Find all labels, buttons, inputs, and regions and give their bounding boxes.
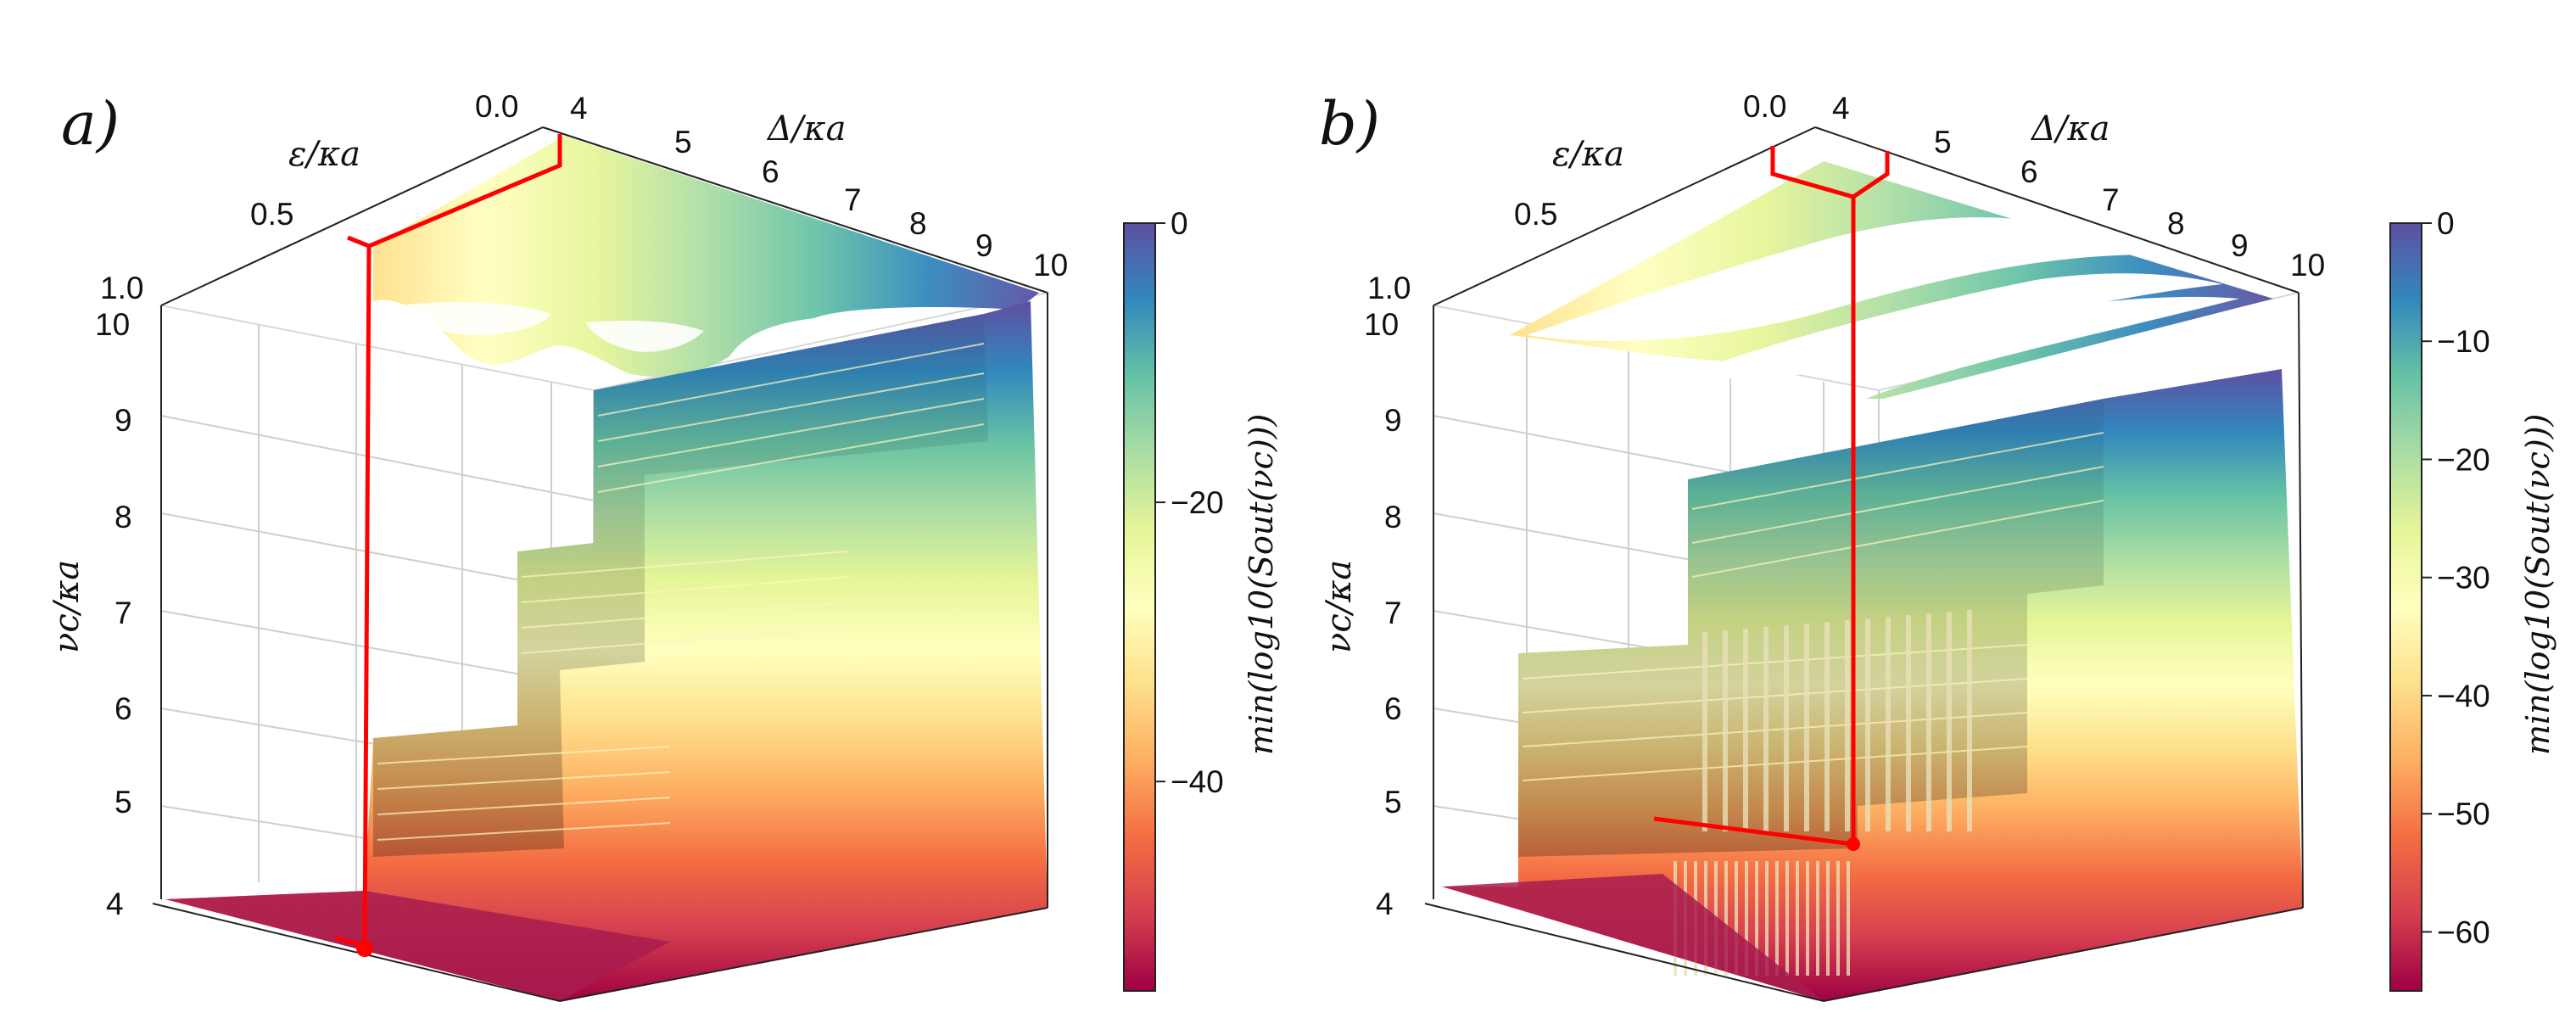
a-colorbar-ticks: 0 −20 −40 [1155,206,1224,799]
b-x-axis-label: ε/κa [1552,135,1624,174]
a-y-tick-2: 6 [762,154,780,189]
b-z-tick-0: 4 [1376,887,1394,921]
a-colorbar [1123,222,1156,992]
panel-b-top-map [1510,161,2273,399]
b-y-tick-4: 8 [2167,206,2185,241]
panel-a-step-lines [377,343,985,841]
panel-b-frame [1424,126,2304,1002]
a-y-tick-0: 4 [570,91,588,126]
panel-a-red-marker [356,940,373,957]
panel-a: a) [47,89,1280,1002]
colorbar-tick-label: −20 [1171,485,1224,520]
a-z-axis-label: νc/κa [47,560,87,653]
b-x-tick-0: 0.0 [1743,89,1786,124]
a-y-tick-5: 9 [975,228,993,263]
b-z-axis-label: νc/κa [1320,560,1359,653]
colorbar-tick-label: −50 [2437,797,2490,831]
b-colorbar-label: min(log10(Sout(νc))) [2519,414,2556,755]
colorbar-tick-label: −20 [2437,442,2490,477]
colorbar-tick-label: 0 [1171,206,1188,241]
a-colorbar-label: min(log10(Sout(νc))) [1243,414,1280,755]
a-y-tick-1: 5 [674,125,692,159]
b-y-tick-6: 10 [2290,248,2325,283]
b-z-tick-4: 8 [1384,500,1402,534]
b-y-tick-5: 9 [2231,228,2249,263]
a-x-axis-label: ε/κa [288,135,360,174]
b-colorbar [2389,222,2422,992]
a-y-tick-6: 10 [1033,248,1068,283]
colorbar-tick-label: 0 [2437,206,2455,241]
b-z-tick-1: 5 [1384,785,1402,820]
b-z-tick-5: 9 [1384,403,1402,438]
a-z-tick-0: 4 [106,887,124,921]
a-z-tick-2: 6 [115,691,132,726]
panel-b-label: b) [1319,89,1380,159]
b-z-tick-2: 6 [1384,691,1402,726]
panel-a-frame [152,126,1048,1002]
colorbar-tick-label: −30 [2437,561,2490,596]
a-x-tick-0: 0.0 [475,89,518,124]
colorbar-tick-label: −40 [1171,764,1224,799]
colorbar-tick-label: −10 [2437,324,2490,359]
a-z-tick-5: 9 [115,403,132,438]
b-z-tick-3: 7 [1384,596,1402,630]
colorbar-tick-label: −60 [2437,915,2490,949]
panel-a-label: a) [61,89,120,159]
a-y-axis-label: Δ/κa [766,109,846,148]
a-y-tick-4: 8 [909,206,927,241]
a-y-tick-3: 7 [844,182,862,217]
b-y-axis-label: Δ/κa [2030,109,2109,148]
a-z-tick-3: 7 [115,596,132,630]
b-x-tick-1: 0.5 [1514,197,1557,232]
b-y-tick-3: 7 [2102,182,2120,217]
panel-b-step-lines [1522,432,2104,781]
b-y-tick-2: 6 [2020,154,2038,189]
b-z-tick-6: 10 [1364,307,1399,342]
a-z-tick-6: 10 [95,307,130,342]
a-x-tick-1: 0.5 [250,197,293,232]
panel-b: b) [1319,89,2556,1002]
a-z-tick-1: 5 [115,785,132,820]
a-z-tick-4: 8 [115,500,132,534]
colorbar-tick-label: −40 [2437,679,2490,713]
b-x-tick-2: 1.0 [1367,271,1411,305]
a-x-tick-2: 1.0 [100,271,143,305]
b-y-tick-0: 4 [1832,91,1850,126]
panel-b-red-marker [1847,837,1860,851]
panel-b-red-projection [1653,146,1890,847]
b-colorbar-ticks: 0 −10 −20 −30 −40 −50 −60 [2422,206,2490,949]
b-y-tick-1: 5 [1934,125,1952,159]
